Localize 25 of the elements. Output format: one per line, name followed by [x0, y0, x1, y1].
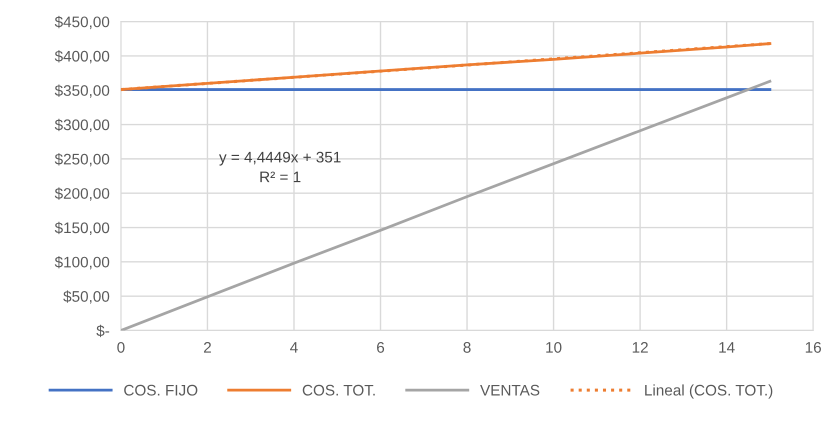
legend-label: COS. TOT.	[302, 384, 375, 396]
x-tick-label: 14	[719, 342, 735, 353]
legend-label: Lineal (COS. TOT.)	[645, 384, 772, 399]
y-tick-label: $100,00	[54, 256, 110, 270]
annotation: y = 4,4449x + 351 R² = 1	[219, 152, 341, 182]
x-tick-label: 2	[204, 342, 211, 353]
y-tick-label: $400,00	[54, 50, 110, 64]
x-tick-label: 4	[290, 342, 298, 353]
y-tick-label: $250,00	[54, 153, 110, 166]
y-tick-label: $150,00	[54, 222, 110, 236]
x-tick-label: 0	[117, 342, 125, 353]
x-tick-label: 6	[377, 342, 384, 353]
x-tick-label: 16	[806, 342, 821, 353]
y-tick-label: $350,00	[54, 84, 110, 98]
x-tick-label: 12	[632, 342, 648, 353]
y-tick-label: $-	[96, 324, 110, 338]
y-tick-label: $450,00	[54, 16, 110, 30]
legend-label: VENTAS	[480, 384, 540, 396]
y-tick-label: $300,00	[54, 118, 110, 132]
y-tick-label: $200,00	[54, 187, 110, 201]
x-tick-label: 8	[463, 342, 471, 353]
y-tick-label: $50,00	[63, 290, 110, 304]
line-series	[120, 80, 772, 330]
x-tick-label: 10	[546, 342, 562, 353]
legend-label: COS. FIJO	[124, 384, 198, 396]
